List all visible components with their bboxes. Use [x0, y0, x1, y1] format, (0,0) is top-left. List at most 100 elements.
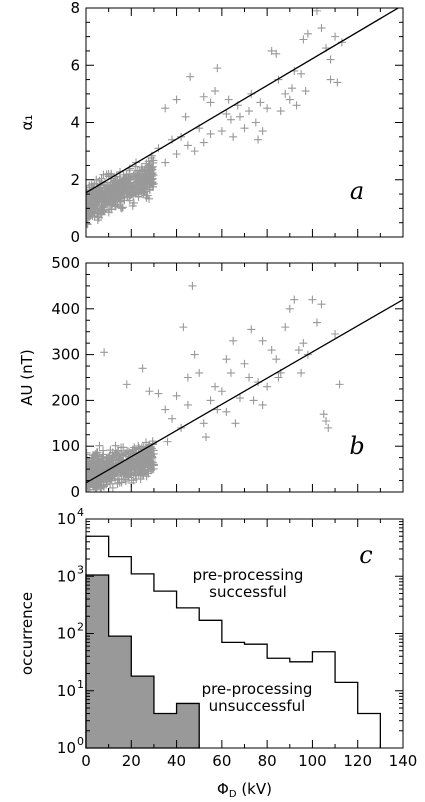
data-point — [281, 323, 290, 332]
data-point — [131, 471, 140, 480]
data-point — [110, 187, 119, 196]
x-tick-label: 80 — [258, 752, 277, 770]
data-point — [93, 462, 102, 471]
data-point — [135, 466, 144, 475]
panel-letter: a — [350, 177, 364, 205]
data-point — [104, 169, 113, 178]
data-point — [211, 87, 220, 96]
data-point — [113, 193, 122, 202]
data-point — [129, 187, 138, 196]
x-tick-label: 60 — [212, 752, 231, 770]
y-tick-label: 0 — [70, 228, 80, 246]
data-point — [93, 448, 102, 457]
data-point — [163, 437, 172, 446]
data-point — [119, 466, 128, 475]
y-tick-label: 100 — [51, 437, 80, 455]
data-point — [106, 446, 115, 455]
y-tick-label: 10 — [57, 682, 76, 700]
data-point — [111, 176, 120, 185]
data-point — [206, 98, 215, 107]
data-point — [199, 92, 208, 101]
data-point — [106, 183, 115, 192]
data-point — [181, 112, 190, 121]
data-point — [190, 147, 199, 156]
data-point — [245, 107, 254, 116]
data-point — [154, 389, 163, 398]
data-point — [276, 107, 285, 116]
data-point — [226, 368, 235, 377]
data-point — [93, 185, 102, 194]
data-point — [319, 410, 328, 419]
data-point — [299, 35, 308, 44]
data-point — [129, 171, 138, 180]
data-point — [115, 451, 124, 460]
data-point — [285, 304, 294, 313]
data-point — [217, 387, 226, 396]
data-point — [161, 104, 170, 113]
annotation-successful: successful — [209, 583, 287, 601]
y-tick-label: 10 — [57, 625, 76, 643]
y-tick-exponent: 3 — [77, 563, 84, 576]
data-point — [109, 178, 118, 187]
data-point — [186, 72, 195, 81]
histogram-successful — [85, 535, 382, 748]
data-point — [86, 455, 91, 464]
data-point — [142, 191, 151, 200]
data-point — [91, 464, 100, 473]
y-tick-label: 8 — [70, 0, 80, 17]
data-point — [299, 339, 308, 348]
data-point — [317, 300, 326, 309]
data-point — [92, 485, 101, 492]
data-point — [145, 387, 154, 396]
data-point — [308, 295, 317, 304]
data-point — [102, 476, 111, 485]
y-tick-label: 300 — [51, 346, 80, 364]
data-point — [179, 323, 188, 332]
data-point — [213, 64, 222, 73]
data-point — [91, 450, 100, 459]
data-point — [111, 197, 120, 206]
data-point — [122, 177, 131, 186]
data-point — [224, 95, 233, 104]
data-point — [326, 75, 335, 84]
data-point — [183, 400, 192, 409]
x-tick-label: 100 — [298, 752, 327, 770]
data-point — [88, 204, 97, 213]
y-tick-exponent: 4 — [77, 506, 84, 519]
data-point — [92, 481, 101, 490]
data-point — [161, 158, 170, 167]
data-point — [134, 459, 143, 468]
data-point — [258, 127, 267, 136]
data-point — [108, 483, 117, 492]
annotation-unsuccessful: pre-processing — [202, 680, 313, 698]
y-tick-label: 200 — [51, 391, 80, 409]
data-point — [211, 382, 220, 391]
data-point — [129, 476, 138, 485]
data-point — [137, 167, 146, 176]
data-point — [206, 396, 215, 405]
data-point — [285, 95, 294, 104]
data-point — [188, 281, 197, 290]
points-layer — [86, 8, 400, 229]
data-point — [103, 197, 112, 206]
data-point — [144, 157, 153, 166]
data-point — [267, 46, 276, 55]
data-point — [324, 423, 333, 432]
x-axis-label: ΦD (kV) — [217, 780, 272, 800]
data-point — [199, 419, 208, 428]
data-point — [231, 419, 240, 428]
data-point — [138, 364, 147, 373]
points-layer — [86, 281, 403, 492]
data-point — [102, 170, 111, 179]
data-point — [87, 192, 96, 201]
data-point — [322, 417, 331, 426]
data-point — [288, 84, 297, 93]
data-point — [111, 476, 120, 485]
data-point — [122, 380, 131, 389]
panel-letter: b — [349, 432, 364, 460]
y-tick-label: 400 — [51, 300, 80, 318]
fit-line — [86, 299, 403, 484]
y-tick-exponent: 0 — [77, 735, 84, 748]
data-point — [100, 348, 109, 357]
